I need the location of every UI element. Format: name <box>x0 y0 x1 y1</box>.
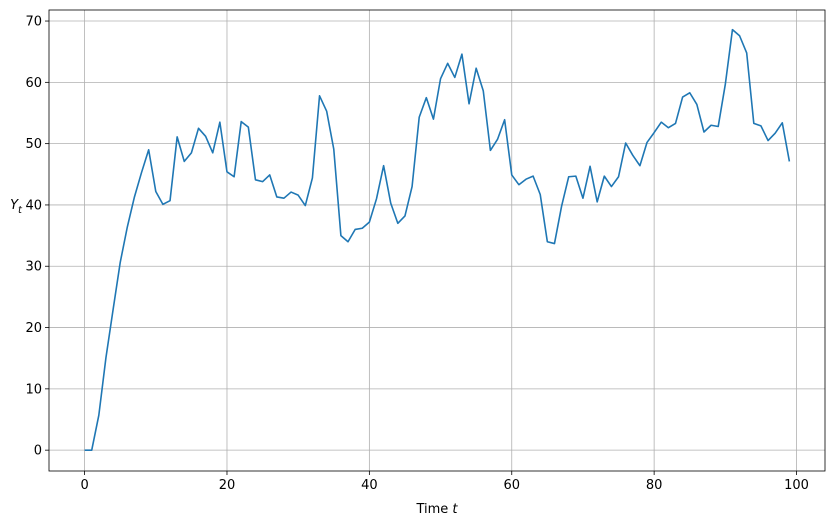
y-tick-label: 30 <box>25 260 42 275</box>
series-line-0 <box>84 28 791 451</box>
x-tick-label: 40 <box>361 478 378 493</box>
y-tick-label: 50 <box>25 137 42 152</box>
y-tick-label: 0 <box>34 444 42 459</box>
x-tick-label: 100 <box>784 478 809 493</box>
plot-frame <box>48 9 826 472</box>
x-axis: 0 20 40 60 80 100 <box>80 471 809 493</box>
x-tick-label: 60 <box>503 478 520 493</box>
y-tick-label: 70 <box>25 15 42 30</box>
y-tick-label: 60 <box>25 76 42 91</box>
series-layer <box>84 28 791 451</box>
y-axis: 0 10 20 30 40 50 60 70 <box>25 15 49 459</box>
x-tick-label: 0 <box>80 478 88 493</box>
grid <box>49 10 825 471</box>
x-tick-label: 20 <box>219 478 236 493</box>
y-tick-label: 10 <box>25 382 42 397</box>
y-axis-label: Yt <box>10 198 23 216</box>
y-tick-label: 40 <box>25 198 42 213</box>
x-axis-label: Time t <box>415 502 458 517</box>
y-tick-label: 20 <box>25 321 42 336</box>
x-tick-label: 80 <box>646 478 663 493</box>
